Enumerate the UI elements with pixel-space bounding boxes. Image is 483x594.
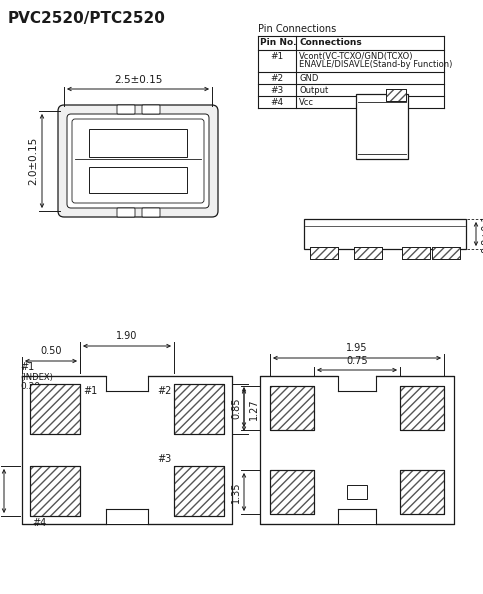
Bar xyxy=(310,247,338,259)
Bar xyxy=(400,470,444,514)
Text: #3: #3 xyxy=(158,454,172,464)
Text: (INDEX): (INDEX) xyxy=(20,373,53,382)
Text: marking: marking xyxy=(111,137,166,150)
Text: area: area xyxy=(123,173,153,187)
Bar xyxy=(89,129,187,157)
Bar xyxy=(402,247,430,259)
Text: #3: #3 xyxy=(270,86,284,95)
Bar xyxy=(270,386,314,430)
FancyBboxPatch shape xyxy=(67,114,209,208)
FancyBboxPatch shape xyxy=(117,105,135,114)
Text: #2: #2 xyxy=(270,74,284,83)
Bar xyxy=(354,247,382,259)
Text: 2.5±0.15: 2.5±0.15 xyxy=(114,75,162,85)
Text: ENAVLE/DISAVLE(Stand-by Function): ENAVLE/DISAVLE(Stand-by Function) xyxy=(299,60,453,69)
Text: #4: #4 xyxy=(270,98,284,107)
Bar xyxy=(270,386,314,430)
Bar xyxy=(270,386,314,430)
Text: #4: #4 xyxy=(32,518,46,528)
Text: Pin No.: Pin No. xyxy=(260,38,297,47)
FancyBboxPatch shape xyxy=(142,208,160,217)
Text: #2: #2 xyxy=(157,386,172,396)
Text: 1.27: 1.27 xyxy=(249,398,259,420)
Text: Pin Connections: Pin Connections xyxy=(258,24,336,34)
Text: 1.35: 1.35 xyxy=(231,481,241,503)
Text: Vcc: Vcc xyxy=(299,98,314,107)
Bar xyxy=(338,375,376,391)
Bar xyxy=(400,470,444,514)
FancyBboxPatch shape xyxy=(72,119,204,203)
Text: #1: #1 xyxy=(270,52,284,61)
Text: Vcont(VC-TCXO/GND(TCXO): Vcont(VC-TCXO/GND(TCXO) xyxy=(299,52,413,61)
FancyBboxPatch shape xyxy=(58,105,218,217)
Bar xyxy=(30,384,80,434)
Text: #1: #1 xyxy=(20,362,34,372)
Text: #1: #1 xyxy=(83,386,97,396)
Bar xyxy=(310,247,338,259)
Bar xyxy=(174,466,224,516)
Bar xyxy=(174,466,224,516)
Text: Connections: Connections xyxy=(299,38,362,47)
Text: PVC2520/PTC2520: PVC2520/PTC2520 xyxy=(8,11,166,26)
FancyBboxPatch shape xyxy=(117,208,135,217)
Bar xyxy=(400,386,444,430)
Text: 0.20: 0.20 xyxy=(20,382,40,391)
Bar xyxy=(400,470,444,514)
Text: Output: Output xyxy=(299,86,328,95)
Bar xyxy=(400,386,444,430)
Bar xyxy=(174,384,224,434)
Bar xyxy=(402,247,430,259)
Text: 0.75: 0.75 xyxy=(346,356,368,366)
Bar xyxy=(106,375,148,391)
Text: 2.0±0.15: 2.0±0.15 xyxy=(28,137,38,185)
Bar xyxy=(89,167,187,193)
Bar xyxy=(30,384,80,434)
Text: 0.8±0.1: 0.8±0.1 xyxy=(481,215,483,253)
Bar xyxy=(400,386,444,430)
Bar xyxy=(270,470,314,514)
Bar xyxy=(30,466,80,516)
Text: GND: GND xyxy=(299,74,318,83)
Bar xyxy=(354,247,382,259)
Bar xyxy=(304,219,466,249)
Bar xyxy=(354,247,382,259)
Bar xyxy=(432,247,460,259)
Text: 1.90: 1.90 xyxy=(116,331,138,341)
Bar xyxy=(174,466,224,516)
Bar xyxy=(30,466,80,516)
Text: 0.85: 0.85 xyxy=(231,397,241,419)
FancyBboxPatch shape xyxy=(142,105,160,114)
Bar xyxy=(106,508,148,524)
Bar xyxy=(30,466,80,516)
Bar xyxy=(402,247,430,259)
Bar xyxy=(386,89,406,101)
Text: 0.50: 0.50 xyxy=(40,346,62,356)
Bar xyxy=(174,384,224,434)
Bar xyxy=(432,247,460,259)
Bar xyxy=(347,485,367,499)
Bar xyxy=(338,508,376,524)
Bar xyxy=(30,384,80,434)
Bar xyxy=(270,470,314,514)
Bar xyxy=(386,89,406,101)
Bar xyxy=(260,376,454,524)
Bar xyxy=(386,89,406,101)
Bar xyxy=(174,384,224,434)
Bar xyxy=(356,94,408,159)
Bar xyxy=(432,247,460,259)
Bar xyxy=(310,247,338,259)
Bar xyxy=(270,470,314,514)
Bar xyxy=(22,376,232,524)
Text: 1.95: 1.95 xyxy=(346,343,368,353)
